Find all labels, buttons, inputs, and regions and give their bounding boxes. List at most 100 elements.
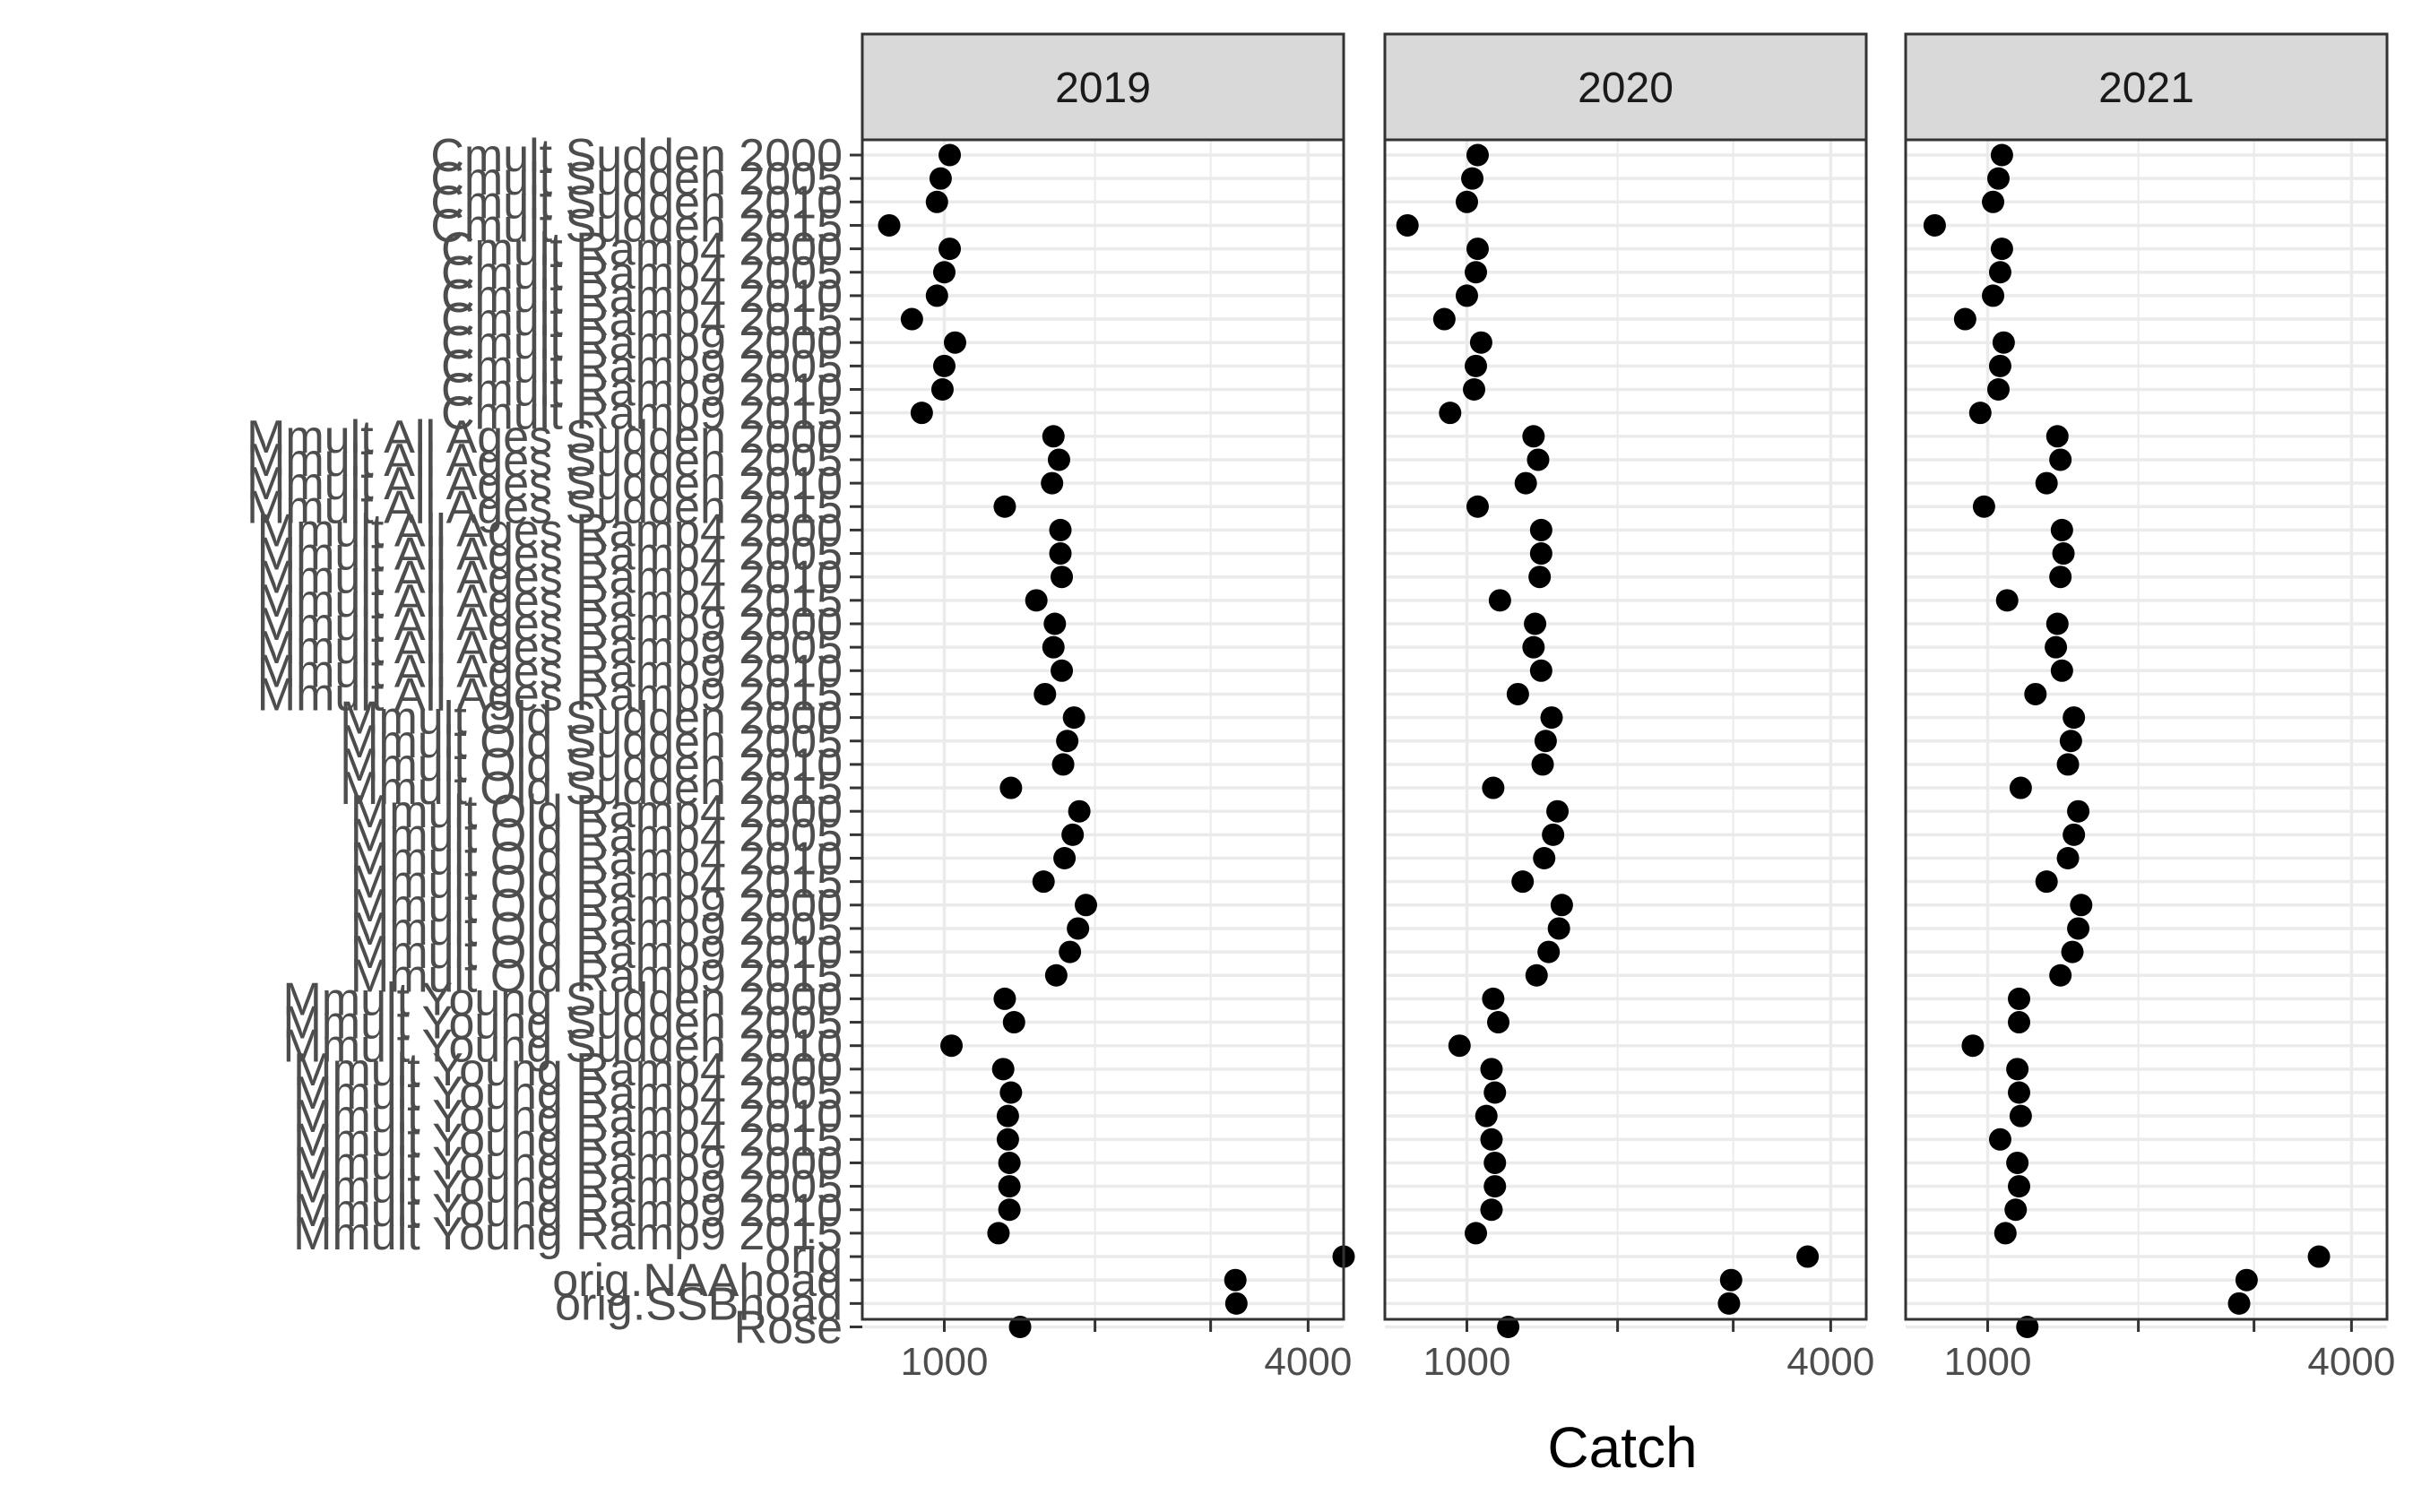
data-point <box>932 354 956 377</box>
y-category-label: Mmult Young Ramp4 2010 <box>293 1091 843 1143</box>
y-category-label: Mmult All Ages Ramp4 2010 <box>257 552 843 604</box>
data-point <box>925 284 948 307</box>
y-category-label: Mmult All Ages Ramp4 2005 <box>257 529 843 581</box>
panel-background <box>862 140 1344 1319</box>
data-point <box>925 190 948 213</box>
y-category-label: Mmult All Ages Ramp4 2000 <box>257 505 843 557</box>
facet-strip-label: 2020 <box>1578 65 1674 112</box>
y-category-label: Rose <box>734 1302 843 1354</box>
data-point <box>2008 1081 2031 1104</box>
data-point <box>878 213 901 237</box>
data-point <box>2006 1058 2029 1081</box>
data-point <box>1463 378 1486 401</box>
data-point <box>2061 940 2084 963</box>
data-point <box>1051 566 1074 589</box>
data-point <box>1480 1058 1503 1081</box>
data-point <box>2059 730 2082 753</box>
data-point <box>1982 284 2005 307</box>
data-point <box>999 1081 1023 1104</box>
data-point <box>1923 213 1946 237</box>
data-point <box>1506 682 1529 705</box>
data-point <box>1047 448 1070 471</box>
data-point <box>1529 542 1552 566</box>
data-point <box>993 987 1016 1010</box>
facet-strip <box>1383 32 1868 142</box>
y-category-label: Cmult Sudden 2015 <box>430 200 843 252</box>
data-point <box>998 1151 1021 1174</box>
data-point <box>1537 940 1561 963</box>
data-point <box>1483 1081 1507 1104</box>
data-point <box>2045 425 2069 448</box>
y-category-label: Mmult Old Sudden 2000 <box>340 693 843 745</box>
data-point <box>1469 331 1492 354</box>
data-point <box>1061 823 1085 846</box>
data-point <box>1534 730 1557 753</box>
facet-strip-label: 2021 <box>2098 65 2194 112</box>
data-point <box>1540 706 1563 730</box>
data-point <box>940 1034 964 1058</box>
data-point <box>1465 1222 1488 1245</box>
data-point <box>991 1058 1015 1081</box>
facet-strip <box>1904 32 2389 142</box>
data-point <box>2067 917 2090 940</box>
y-category-label: Cmult Ramp4 2005 <box>441 247 843 299</box>
data-point <box>1982 190 2005 213</box>
data-point <box>1529 518 1552 541</box>
y-category-label: Mmult Old Ramp4 2000 <box>350 786 843 838</box>
data-point <box>1051 753 1075 776</box>
data-point <box>1529 659 1552 682</box>
data-point <box>1522 425 1545 448</box>
y-category-label: Cmult Ramp9 2000 <box>441 317 843 369</box>
data-point <box>1487 1011 1510 1034</box>
facet-strip-label: 2019 <box>1055 65 1151 112</box>
data-point <box>1059 940 1082 963</box>
data-point <box>1995 589 2019 612</box>
data-point <box>1483 1151 1507 1174</box>
data-point <box>1461 167 1484 190</box>
data-point <box>1056 730 1079 753</box>
data-point <box>1497 1316 1520 1338</box>
data-point <box>1432 307 1456 331</box>
data-point <box>2049 448 2072 471</box>
data-point <box>1074 894 1097 917</box>
x-tick-label: 1000 <box>1944 1340 2032 1384</box>
data-point <box>1994 1222 2017 1245</box>
data-point <box>1953 307 1976 331</box>
data-point <box>1466 495 1489 518</box>
data-point <box>1988 1128 2011 1151</box>
panel-2021: 2021 1000 4000 <box>1904 32 2395 1384</box>
data-point <box>2056 753 2080 776</box>
data-point <box>2035 870 2058 894</box>
data-point <box>1972 495 1995 518</box>
panels: 2019 1000 4000 2020 1000 4000 2021 1000 4000 <box>861 32 2395 1384</box>
data-point <box>2052 542 2075 566</box>
data-point <box>2235 1268 2258 1292</box>
y-category-label: Mmult Young Ramp9 2015 <box>293 1208 843 1260</box>
data-point <box>1044 963 1068 987</box>
data-point <box>910 402 933 425</box>
data-point <box>1547 917 1570 940</box>
x-tick-label: 4000 <box>2307 1340 2395 1384</box>
y-category-label: Mmult Young Ramp4 2000 <box>293 1044 843 1096</box>
data-point <box>1062 706 1085 730</box>
y-category-label: Mmult Old Sudden 2015 <box>340 763 843 815</box>
panel-2019: 2019 1000 4000 <box>861 32 1355 1384</box>
data-point <box>1042 635 1065 659</box>
data-point <box>1448 1034 1471 1058</box>
data-point <box>1990 143 2013 167</box>
data-point <box>2016 1316 2039 1338</box>
y-category-label: Mmult Old Sudden 2005 <box>340 716 843 768</box>
y-category-label: Mmult Old Ramp4 2015 <box>350 857 843 909</box>
data-point <box>2008 1175 2031 1198</box>
x-tick-label: 1000 <box>901 1340 989 1384</box>
data-point <box>1465 354 1488 377</box>
data-point <box>996 1104 1019 1128</box>
data-point <box>2063 823 2086 846</box>
y-category-label: Mmult Old Sudden 2010 <box>340 739 843 791</box>
data-point <box>998 1175 1021 1198</box>
data-point <box>1522 635 1545 659</box>
data-point <box>1986 378 2010 401</box>
data-point <box>1968 402 1992 425</box>
y-category-label: Mmult All Ages Sudden 2005 <box>246 435 843 487</box>
